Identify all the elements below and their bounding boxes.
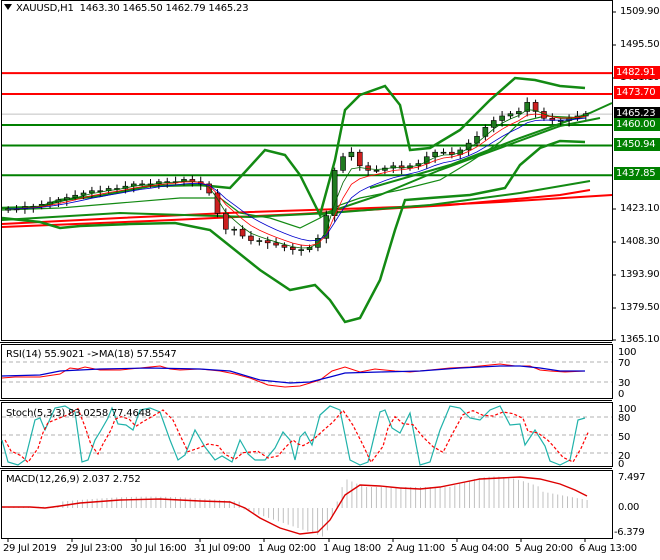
price-tick: 1393.90 xyxy=(620,269,660,280)
triangle-down-icon[interactable] xyxy=(4,4,12,10)
bull-candle xyxy=(516,111,522,115)
bear-candle xyxy=(532,102,539,112)
support-tag: 1437.85 xyxy=(614,167,660,180)
ohlc-values: 1463.30 1465.50 1462.79 1465.23 xyxy=(79,3,249,14)
price-tick: 1379.50 xyxy=(620,302,660,313)
rsi-tick: 70 xyxy=(618,358,631,369)
macd-label: MACD(12,26,9) 2.037 2.752 xyxy=(6,474,141,485)
bull-candle xyxy=(432,151,438,158)
bollinger-lower xyxy=(1,139,586,324)
macd-tick: 7.497 xyxy=(618,472,646,483)
bull-candle xyxy=(348,151,355,158)
main-price-plot[interactable] xyxy=(1,72,613,324)
bollinger-middle xyxy=(1,115,586,229)
bear-candle xyxy=(264,240,271,244)
ema-mid-line xyxy=(8,113,586,247)
bull-candle xyxy=(499,115,505,121)
bull-candle xyxy=(323,215,330,239)
stoch-signal-line xyxy=(4,407,589,464)
support-tag: 1460.00 xyxy=(614,118,660,131)
rsi-tick: 100 xyxy=(618,347,637,358)
current-price-tag: 1465.23 xyxy=(614,107,660,120)
rsi-line xyxy=(1,363,586,388)
bull-candle xyxy=(440,151,447,154)
stoch-tick: 20 xyxy=(618,451,631,462)
rsi-tick: 0 xyxy=(618,389,625,400)
trend-support-line xyxy=(319,117,601,216)
bull-candle xyxy=(557,120,564,122)
bull-candle xyxy=(97,190,104,193)
bull-candle xyxy=(256,240,263,242)
macd-plot[interactable] xyxy=(2,476,588,537)
rsi-panel-frame xyxy=(1,344,613,399)
macd-tick: -6.379 xyxy=(614,527,645,538)
macd-signal-line xyxy=(2,476,588,535)
bull-candle xyxy=(80,192,87,196)
chart-header: XAUUSD,H1 1463.30 1465.50 1462.79 1465.2… xyxy=(4,3,249,14)
bull-candle xyxy=(490,120,497,128)
price-tick: 1365.10 xyxy=(620,334,660,345)
bear-candle xyxy=(239,228,246,237)
stoch-tick: 100 xyxy=(618,404,637,415)
ema-fast-line xyxy=(8,109,586,249)
macd-tick: 0.00 xyxy=(618,502,640,513)
time-label: 5 Aug 04:00 xyxy=(451,543,509,554)
bull-candle xyxy=(524,102,531,112)
bull-candle xyxy=(373,170,380,172)
ma-slow-line xyxy=(1,194,613,225)
stoch-panel-frame xyxy=(1,402,613,467)
bear-candle xyxy=(365,165,371,171)
main-panel-frame xyxy=(1,0,613,341)
bull-candle xyxy=(507,113,514,117)
resistance-tag: 1473.70 xyxy=(614,86,660,99)
panel-frames xyxy=(0,0,616,542)
bull-candle xyxy=(89,190,95,194)
price-tick: 1509.90 xyxy=(620,6,660,17)
time-label: 31 Jul 09:00 xyxy=(194,543,251,554)
time-label: 30 Jul 16:00 xyxy=(130,543,187,554)
resistance-tag: 1482.91 xyxy=(614,66,660,79)
time-label: 2 Aug 11:00 xyxy=(387,543,445,554)
ema-slow-line xyxy=(8,117,586,242)
price-tick: 1495.50 xyxy=(620,39,660,50)
rsi-label: RSI(14) 55.9021 ->MA(18) 57.5547 xyxy=(6,349,177,360)
time-label: 1 Aug 18:00 xyxy=(323,543,381,554)
stoch-label: Stoch(5,3,3) 83.0258 77.4648 xyxy=(6,408,151,419)
bull-candle xyxy=(231,228,238,231)
rsi-plot[interactable] xyxy=(1,361,612,388)
time-label: 6 Aug 13:00 xyxy=(579,543,637,554)
time-label: 1 Aug 02:00 xyxy=(258,543,316,554)
time-label: 5 Aug 20:00 xyxy=(515,543,573,554)
bull-candle xyxy=(474,136,480,144)
stoch-tick: 50 xyxy=(618,432,631,443)
bear-candle xyxy=(290,247,296,250)
support-tag: 1450.94 xyxy=(614,138,660,151)
bull-candle xyxy=(390,165,397,169)
uptrend-line xyxy=(369,102,613,189)
bull-candle xyxy=(340,156,346,171)
bear-candle xyxy=(223,213,229,230)
stoch-tick: 80 xyxy=(618,413,631,424)
bear-candle xyxy=(356,151,363,167)
stoch-plot[interactable] xyxy=(1,405,612,466)
bull-candle xyxy=(482,126,489,137)
macd-panel-frame xyxy=(1,470,613,539)
rsi-tick: 30 xyxy=(618,378,631,389)
price-tick: 1423.10 xyxy=(620,203,660,214)
price-tick: 1408.30 xyxy=(620,236,660,247)
trend-ma-line xyxy=(1,180,591,221)
rsi-ma-line xyxy=(1,365,585,384)
bear-candle xyxy=(281,244,288,248)
stoch-tick: 0 xyxy=(618,459,625,470)
bear-candle xyxy=(273,242,279,246)
time-label: 29 Jul 2019 xyxy=(3,543,57,554)
bull-candle xyxy=(298,249,304,251)
time-label: 29 Jul 23:00 xyxy=(66,543,123,554)
symbol-timeframe: XAUUSD,H1 xyxy=(16,3,74,14)
bull-candle xyxy=(415,163,422,167)
bear-candle xyxy=(248,235,254,241)
